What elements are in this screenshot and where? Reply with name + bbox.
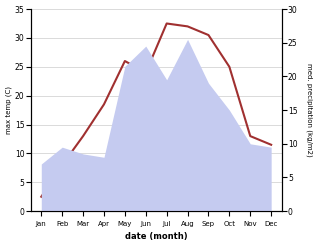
Y-axis label: med. precipitation (kg/m2): med. precipitation (kg/m2) <box>306 63 313 157</box>
Y-axis label: max temp (C): max temp (C) <box>5 86 12 134</box>
X-axis label: date (month): date (month) <box>125 232 188 242</box>
